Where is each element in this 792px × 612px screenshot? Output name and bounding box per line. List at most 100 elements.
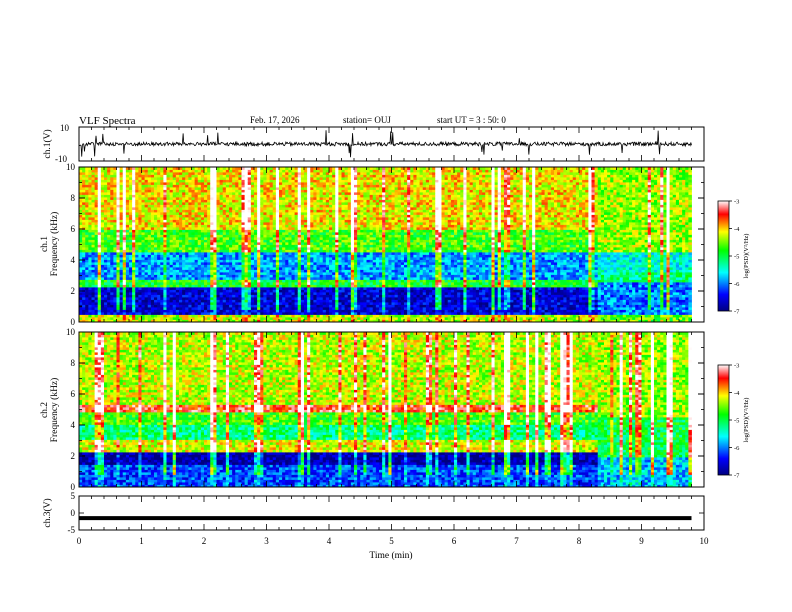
spectrogram-cell <box>310 284 314 288</box>
spectrogram-cell <box>250 197 255 200</box>
spectrogram-cell <box>163 169 167 173</box>
spectrogram-cell <box>132 189 136 193</box>
spectrogram-cell <box>222 207 227 210</box>
spectrogram-cell <box>313 207 317 210</box>
spectrogram-cell <box>250 169 255 173</box>
spectrogram-cell <box>282 262 286 265</box>
spectrogram-cell <box>175 267 180 270</box>
spectrogram-cell <box>88 287 92 290</box>
spectrogram-cell <box>182 249 186 253</box>
spectrogram-cell <box>104 172 108 175</box>
spectrogram-cell <box>200 264 205 268</box>
spectrogram-cell <box>316 194 321 198</box>
spectrogram-cell <box>285 239 289 243</box>
spectrogram-cell <box>82 302 86 305</box>
spectrogram-cell <box>294 284 299 288</box>
spectrogram-cell <box>254 172 258 175</box>
spectrogram-cell <box>141 264 146 268</box>
spectrogram-cell <box>207 219 211 223</box>
spectrogram-cell <box>94 292 99 295</box>
spectrogram-cell <box>322 224 327 228</box>
spectrogram-cell <box>322 257 327 260</box>
spectrogram-cell <box>166 224 171 228</box>
spectrogram-cell <box>263 169 267 173</box>
spectrogram-cell <box>150 234 155 238</box>
spectrogram-cell <box>322 229 327 233</box>
spectrogram-cell <box>207 242 211 245</box>
spectrogram-cell <box>160 239 164 243</box>
spectrogram-cell <box>316 244 321 248</box>
spectrogram-cell <box>222 224 227 228</box>
spectrogram-cell <box>160 209 164 213</box>
spectrogram-cell <box>322 242 327 245</box>
spectrogram-cell <box>113 179 117 183</box>
spectrogram-cell <box>275 269 280 273</box>
spectrogram-cell <box>129 199 133 203</box>
spectrogram-cell <box>147 237 152 240</box>
spectrogram-cell <box>179 279 183 283</box>
spectrogram-cell <box>307 267 311 270</box>
spectrogram-cell <box>291 187 296 190</box>
spectrogram-cell <box>269 219 274 223</box>
spectrogram-cell <box>91 257 96 260</box>
spectrogram-cell <box>275 177 280 180</box>
spectrogram-cell <box>282 194 286 198</box>
spectrogram-cell <box>288 292 292 295</box>
spectrogram-cell <box>222 262 227 265</box>
spectrogram-cell <box>279 169 283 173</box>
spectrogram-cell <box>294 184 299 188</box>
spectrogram-cell <box>275 167 280 170</box>
spectrogram-cell <box>250 189 255 193</box>
spectrogram-cell <box>313 319 317 323</box>
spectrogram-cell <box>185 194 189 198</box>
spectrogram-cell <box>241 204 246 208</box>
spectrogram-cell <box>141 224 146 228</box>
spectrogram-cell <box>141 267 146 270</box>
spectrogram-cell <box>107 317 111 320</box>
spectrogram-cell <box>279 194 283 198</box>
spectrogram-cell <box>300 194 305 198</box>
spectrogram-cell <box>219 192 224 195</box>
spectrogram-cell <box>169 299 174 303</box>
spectrogram-cell <box>132 279 136 283</box>
spectrogram-cell <box>210 232 214 235</box>
spectrogram-cell <box>125 257 130 260</box>
spectrogram-cell <box>110 269 114 273</box>
spectrogram-cell <box>244 304 249 308</box>
spectrogram-cell <box>188 247 192 250</box>
spectrogram-cell <box>269 222 274 225</box>
spectrogram-cell <box>213 167 217 170</box>
spectrogram-cell <box>172 184 177 188</box>
spectrogram-cell <box>213 314 217 318</box>
spectrogram-cell <box>157 307 161 310</box>
spectrogram-cell <box>110 307 114 310</box>
spectrogram-cell <box>291 192 296 195</box>
spectrogram-cell <box>288 294 292 298</box>
spectrogram-cell <box>319 299 324 303</box>
spectrogram-cell <box>179 264 183 268</box>
spectrogram-cell <box>319 247 324 250</box>
spectrogram-cell <box>244 282 249 285</box>
spectrogram-cell <box>204 172 208 175</box>
spectrogram-cell <box>310 274 314 278</box>
spectrogram-cell <box>247 267 252 270</box>
spectrogram-cell <box>313 234 317 238</box>
spectrogram-cell <box>319 224 324 228</box>
spectrogram-cell <box>244 284 249 288</box>
spectrogram-cell <box>147 189 152 193</box>
spectrogram-cell <box>291 174 296 178</box>
spectrogram-cell <box>232 239 236 243</box>
spectrogram-cell <box>257 287 261 290</box>
spectrogram-cell <box>241 297 246 300</box>
spectrogram-cell <box>229 287 233 290</box>
spectrogram-cell <box>179 187 183 190</box>
spectrogram-cell <box>260 239 264 243</box>
spectrogram-cell <box>300 212 305 215</box>
spectrogram-cell <box>250 274 255 278</box>
spectrogram-cell <box>291 224 296 228</box>
spectrogram-cell <box>269 297 274 300</box>
spectrogram-cell <box>107 227 111 230</box>
spectrogram-cell <box>116 272 121 275</box>
spectrogram-cell <box>213 319 217 323</box>
spectrogram-cell <box>85 269 89 273</box>
